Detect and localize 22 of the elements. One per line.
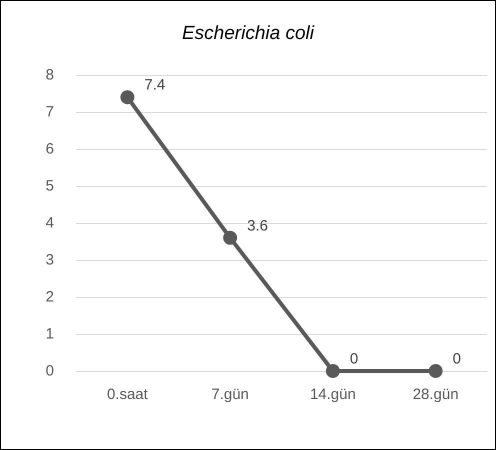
y-tick-label: 6: [46, 140, 54, 158]
x-tick-label: 14.gün: [310, 386, 356, 403]
x-tick-label: 0.saat: [106, 386, 149, 403]
y-tick-label: 1: [46, 326, 54, 342]
x-tick-label: 7.gün: [211, 386, 249, 403]
y-tick-label: 4: [46, 214, 54, 232]
data-label: 3.6: [247, 217, 268, 234]
point: [223, 230, 238, 245]
y-tick-label: 7: [46, 104, 54, 120]
y-tick-label: 5: [46, 178, 54, 194]
data-label: 0: [350, 350, 358, 368]
point: [428, 364, 443, 378]
data-label: 7.4: [144, 76, 166, 94]
x-tick-label: 28.gün: [412, 386, 459, 403]
data-label: 0: [452, 350, 461, 368]
point: [326, 364, 340, 378]
point: [120, 90, 134, 104]
y-tick-label: 0: [46, 362, 54, 380]
y-tick-label: 8: [46, 66, 54, 84]
y-tick-label: 2: [46, 288, 54, 306]
chart-title: Escherichia coli: [182, 23, 315, 44]
y-tick-label: 3: [46, 252, 54, 268]
